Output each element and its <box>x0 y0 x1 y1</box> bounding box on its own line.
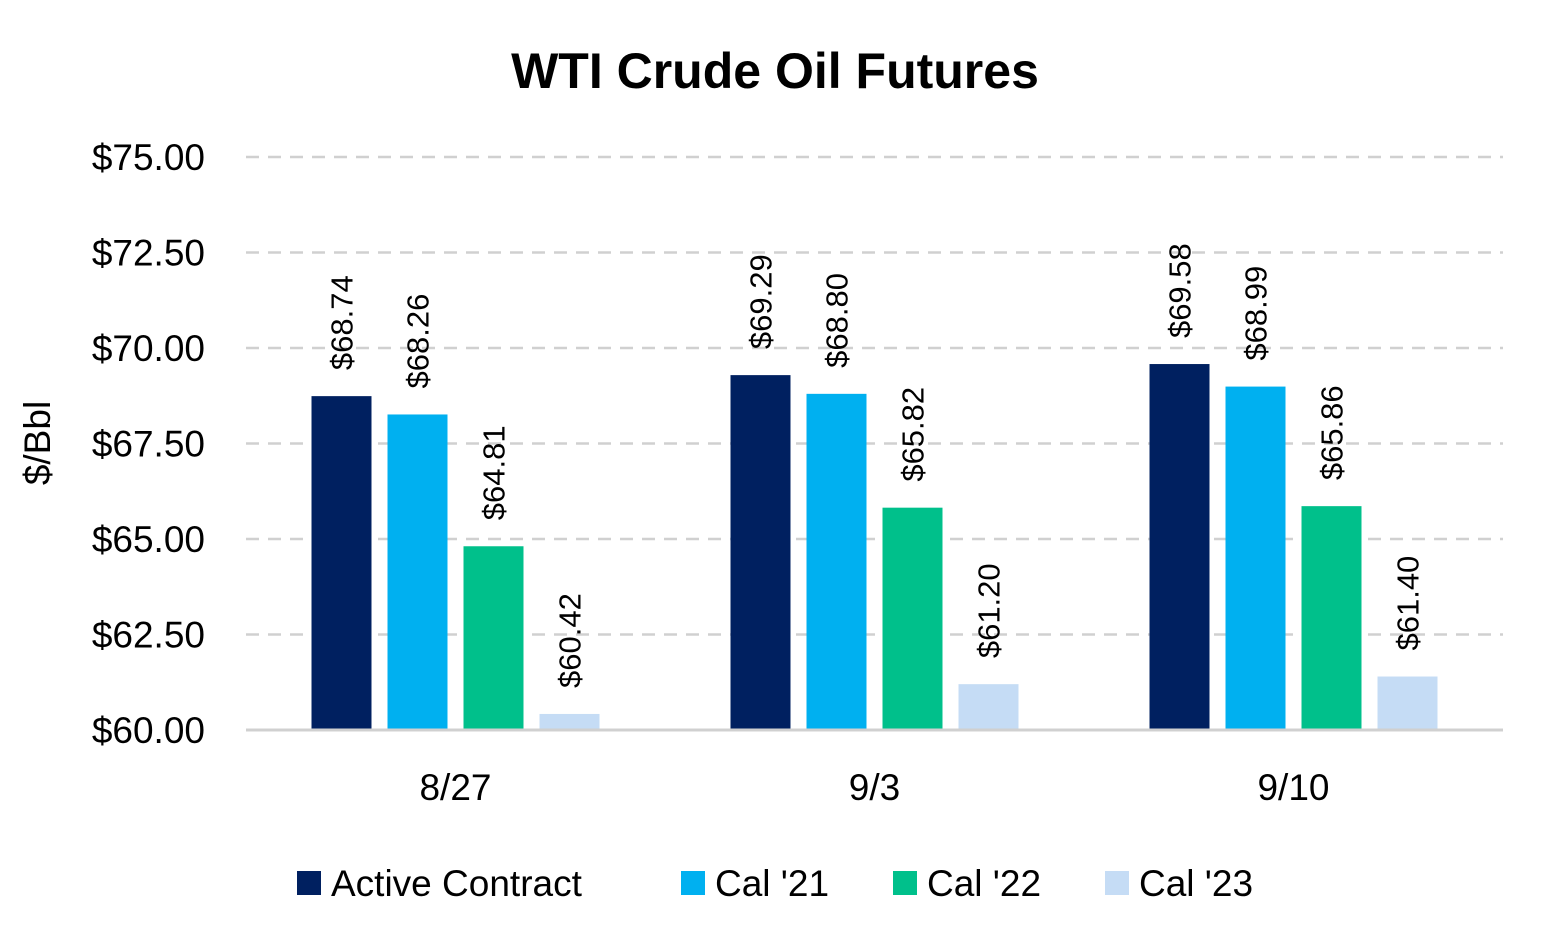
y-tick-label: $62.50 <box>92 615 205 656</box>
legend-label: Cal '21 <box>715 863 829 904</box>
legend-label: Active Contract <box>331 863 583 904</box>
data-label: $69.58 <box>1163 243 1198 338</box>
y-tick-label: $60.00 <box>92 710 205 751</box>
bar <box>882 507 943 730</box>
bar <box>387 414 448 730</box>
data-label: $68.74 <box>325 275 360 370</box>
data-label: $65.82 <box>896 387 931 482</box>
bar <box>1377 676 1438 730</box>
data-label: $68.26 <box>401 294 436 389</box>
bar <box>311 396 372 730</box>
data-label: $65.86 <box>1315 385 1350 480</box>
bar <box>1301 506 1362 730</box>
legend-swatch <box>1105 871 1129 895</box>
legend-swatch <box>893 871 917 895</box>
data-label: $69.29 <box>744 254 779 349</box>
bar <box>806 393 867 730</box>
data-label: $68.99 <box>1239 266 1274 361</box>
y-tick-label: $75.00 <box>92 137 205 178</box>
chart-title: WTI Crude Oil Futures <box>511 43 1039 99</box>
y-tick-label: $70.00 <box>92 328 205 369</box>
y-tick-label: $67.50 <box>92 424 205 465</box>
data-label: $68.80 <box>820 273 855 368</box>
bar <box>1225 386 1286 730</box>
legend: Active Contract Cal '21 Cal '22 Cal '23 <box>297 863 1253 904</box>
x-tick-label: 9/3 <box>849 767 900 808</box>
gridlines <box>246 155 1503 636</box>
x-tick-label: 8/27 <box>419 767 491 808</box>
y-axis-ticks: $60.00 $62.50 $65.00 $67.50 $70.00 $72.50 $75.… <box>92 137 205 751</box>
bar <box>1149 364 1210 730</box>
data-label: $64.81 <box>477 425 512 520</box>
x-tick-label: 9/10 <box>1257 767 1329 808</box>
legend-label: Cal '23 <box>1139 863 1253 904</box>
data-label: $60.42 <box>553 593 588 688</box>
data-label: $61.20 <box>972 563 1007 658</box>
bar <box>730 375 791 730</box>
legend-swatch <box>681 871 705 895</box>
bar <box>958 684 1019 730</box>
bar <box>539 713 600 730</box>
bars <box>311 364 1438 730</box>
y-tick-label: $72.50 <box>92 233 205 274</box>
y-axis-label: $/Bbl <box>17 401 58 485</box>
legend-label: Cal '22 <box>927 863 1041 904</box>
legend-swatch <box>297 871 321 895</box>
x-axis-ticks: 8/27 9/3 9/10 <box>419 767 1329 808</box>
y-tick-label: $65.00 <box>92 519 205 560</box>
bar <box>463 546 524 730</box>
data-label: $61.40 <box>1391 556 1426 651</box>
data-labels: $68.74 $68.26 $64.81 $60.42 $69.29 $68.80 $65.… <box>325 243 1426 688</box>
